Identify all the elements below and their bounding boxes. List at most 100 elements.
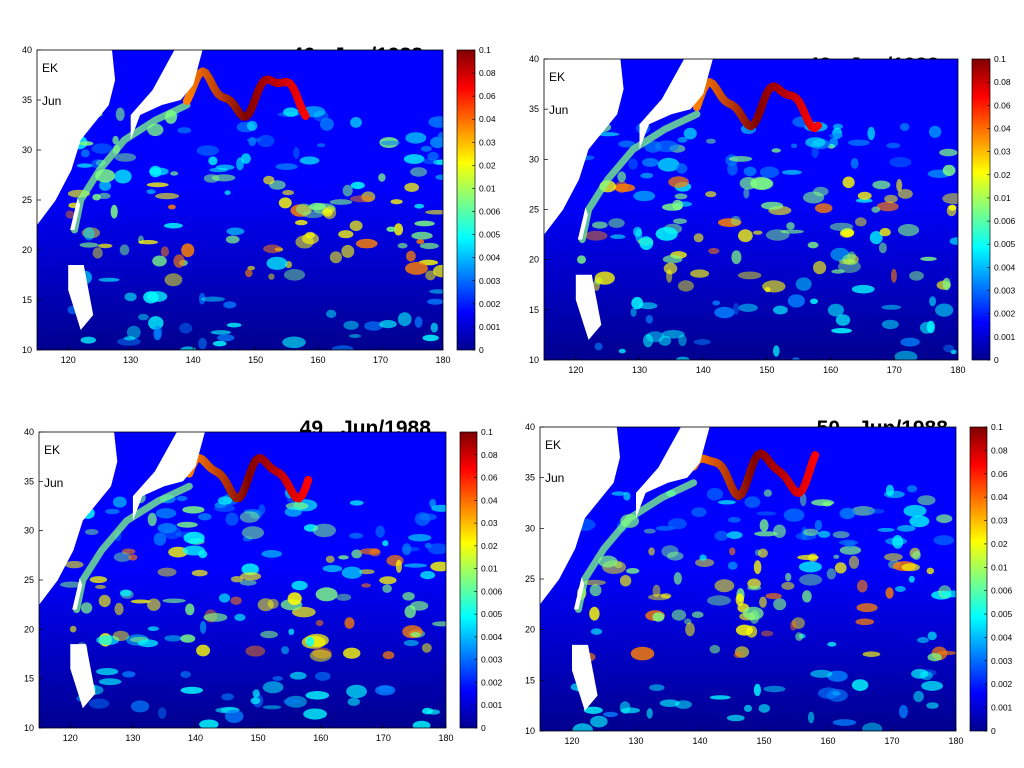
eddy-mark: [791, 617, 805, 629]
eddy-mark: [901, 563, 920, 572]
colorbar-gradient: [969, 426, 988, 732]
eddy-mark: [115, 107, 125, 121]
eddy-mark: [881, 319, 899, 330]
eddy-mark: [693, 233, 704, 243]
eddy-mark: [886, 142, 901, 149]
eddy-mark: [926, 567, 935, 575]
eddy-mark: [283, 269, 306, 281]
eddy-mark: [203, 174, 220, 183]
eddy-mark: [177, 127, 192, 134]
eddy-mark: [839, 507, 856, 520]
eddy-mark: [347, 697, 360, 706]
eddy-mark: [430, 322, 438, 333]
eddy-mark: [813, 261, 827, 275]
overlay-label: EK: [42, 61, 58, 75]
x-tick-label: 120: [568, 365, 583, 375]
eddy-mark: [642, 157, 659, 167]
eddy-mark: [708, 247, 720, 255]
eddy-mark: [897, 189, 913, 199]
eddy-mark: [717, 500, 736, 505]
eddy-mark: [851, 679, 869, 691]
x-tick-label: 120: [564, 736, 579, 746]
eddy-mark: [727, 516, 741, 523]
colorbar-tick-label: 0: [991, 726, 996, 736]
eddy-mark: [84, 529, 99, 535]
colorbar-tick-label: 0.1: [479, 45, 491, 55]
eddy-mark: [747, 585, 762, 591]
eddy-mark: [666, 269, 673, 283]
eddy-mark: [673, 572, 682, 585]
colorbar: 0.1 0.08 0.06 0.04 0.03 0.02 0.01 0.006 0.005 0.0…: [969, 422, 1013, 736]
eddy-mark: [182, 506, 205, 514]
colorbar-tick-label: 0.001: [994, 332, 1016, 342]
eddy-mark: [153, 325, 163, 338]
eddy-mark: [343, 647, 361, 659]
eddy-mark: [832, 531, 850, 539]
eddy-mark: [655, 227, 678, 241]
eddy-mark: [894, 350, 918, 360]
eddy-mark: [753, 683, 762, 697]
eddy-mark: [299, 156, 320, 165]
eddy-mark: [885, 587, 894, 599]
eddy-mark: [660, 593, 672, 599]
eddy-mark: [781, 581, 795, 590]
eddy-mark: [618, 348, 626, 354]
eddy-mark: [884, 553, 903, 561]
y-tick-label: 40: [22, 45, 32, 55]
x-tick-label: 130: [123, 355, 138, 365]
eddy-mark: [217, 334, 235, 342]
eddy-mark: [813, 186, 829, 197]
eddy-mark: [884, 490, 905, 499]
eddy-mark: [305, 231, 316, 239]
eddy-mark: [765, 229, 790, 241]
colorbar-tick-label: 0.004: [991, 632, 1013, 642]
eddy-mark: [350, 117, 362, 128]
kuroshio-extension: [182, 67, 310, 121]
colorbar-tick-label: 0: [479, 345, 484, 355]
eddy-mark: [302, 211, 324, 219]
colorbar-tick-label: 0.001: [479, 322, 501, 332]
eddy-mark: [848, 139, 870, 146]
eddy-mark: [790, 620, 797, 631]
colorbar-tick-label: 0.005: [481, 609, 503, 619]
eddy-mark: [130, 700, 150, 713]
eddy-mark: [241, 563, 259, 576]
eddy-mark: [421, 643, 432, 653]
heatmap-field: [39, 432, 446, 728]
eddy-mark: [926, 702, 939, 709]
y-tick-label: 25: [24, 575, 34, 585]
heatmap-panel: 120 130 140 150 160 170 180 10 15 20 25 30 35 40 EK Jun…: [529, 54, 1016, 375]
eddy-mark: [260, 630, 278, 639]
eddy-mark: [419, 242, 439, 250]
eddy-mark: [293, 147, 300, 159]
eddy-mark: [610, 234, 626, 239]
eddy-mark: [252, 689, 260, 698]
eddy-mark: [338, 555, 349, 560]
x-tick-label: 170: [373, 355, 388, 365]
eddy-mark: [258, 504, 266, 515]
eddy-mark: [380, 140, 401, 146]
eddy-mark: [921, 680, 943, 691]
eddy-mark: [898, 704, 908, 719]
eddy-mark: [180, 634, 196, 643]
heatmap-panel: 120 130 140 150 160 170 180 10 15 20 25 30 35 40 EK Jun…: [24, 427, 503, 743]
eddy-mark: [262, 681, 284, 694]
colorbar-tick-label: 0.005: [479, 230, 501, 240]
eddy-mark: [754, 531, 778, 537]
eddy-mark: [200, 296, 225, 302]
eddy-mark: [257, 598, 274, 612]
eddy-mark: [98, 678, 122, 686]
colorbar-tick-label: 0.04: [994, 123, 1011, 133]
eddy-mark: [322, 565, 343, 573]
eddy-mark: [630, 646, 655, 661]
x-tick-label: 120: [61, 355, 76, 365]
eddy-mark: [349, 195, 374, 203]
eddy-mark: [157, 523, 177, 534]
eddy-mark: [168, 546, 189, 558]
colorbar-tick-label: 0.002: [991, 679, 1013, 689]
eddy-mark: [810, 669, 833, 678]
eddy-mark: [889, 157, 912, 168]
land-mass: [68, 265, 94, 330]
eddy-mark: [349, 532, 364, 539]
eddy-mark: [369, 548, 381, 557]
